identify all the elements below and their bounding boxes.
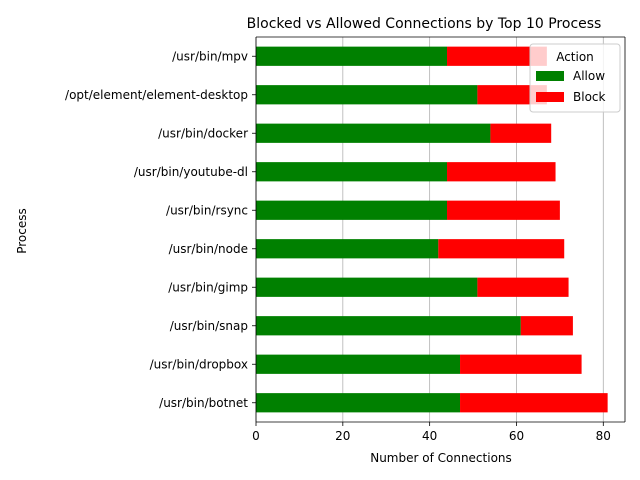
- bar-allow: [256, 354, 461, 374]
- y-tick-label: /opt/element/element-desktop: [65, 88, 248, 102]
- legend-swatch-block: [536, 92, 564, 102]
- bar-allow: [256, 316, 521, 336]
- y-tick-label: /usr/bin/docker: [158, 126, 248, 140]
- legend-label-allow: Allow: [573, 69, 605, 83]
- x-tick-label: 60: [509, 429, 524, 443]
- bar-block: [447, 162, 556, 182]
- bar-allow: [256, 239, 439, 259]
- bar-block: [447, 200, 560, 220]
- x-tick-label: 80: [596, 429, 611, 443]
- bar-allow: [256, 162, 448, 182]
- bar-block: [460, 393, 608, 413]
- legend-title: Action: [556, 50, 594, 64]
- legend: Action Allow Block: [529, 43, 621, 113]
- y-tick-label: /usr/bin/botnet: [159, 396, 248, 410]
- y-tick-label: /usr/bin/snap: [170, 319, 248, 333]
- bar-block: [460, 354, 582, 374]
- y-tick-label: /usr/bin/mpv: [172, 49, 248, 63]
- y-ticks: /usr/bin/botnet/usr/bin/dropbox/usr/bin/…: [65, 49, 256, 410]
- bar-block: [477, 277, 569, 297]
- x-ticks: 0 20 40 60 80: [252, 422, 611, 443]
- axes: [255, 36, 626, 423]
- x-tick-label: 0: [252, 429, 260, 443]
- bar-block: [438, 239, 565, 259]
- bar-allow: [256, 85, 478, 105]
- y-tick-label: /usr/bin/node: [169, 242, 248, 256]
- x-axis-label: Number of Connections: [370, 451, 512, 465]
- bar-block: [520, 316, 573, 336]
- legend-label-block: Block: [573, 90, 606, 104]
- x-tick-label: 20: [335, 429, 350, 443]
- bars: [256, 46, 608, 413]
- legend-swatch-allow: [536, 71, 564, 81]
- bar-block: [490, 123, 552, 143]
- chart-title: Blocked vs Allowed Connections by Top 10…: [247, 16, 602, 32]
- x-tick-label: 40: [422, 429, 437, 443]
- y-tick-label: /usr/bin/rsync: [166, 203, 248, 217]
- y-tick-label: /usr/bin/gimp: [168, 280, 248, 294]
- y-tick-label: /usr/bin/dropbox: [150, 357, 248, 371]
- bar-allow: [256, 123, 491, 143]
- bar-block: [447, 46, 547, 66]
- bar-allow: [256, 46, 448, 66]
- bar-allow: [256, 393, 461, 413]
- bar-block: [477, 85, 547, 105]
- bar-allow: [256, 277, 478, 297]
- y-axis-label: Process: [15, 208, 29, 254]
- y-tick-label: /usr/bin/youtube-dl: [134, 165, 248, 179]
- bar-allow: [256, 200, 448, 220]
